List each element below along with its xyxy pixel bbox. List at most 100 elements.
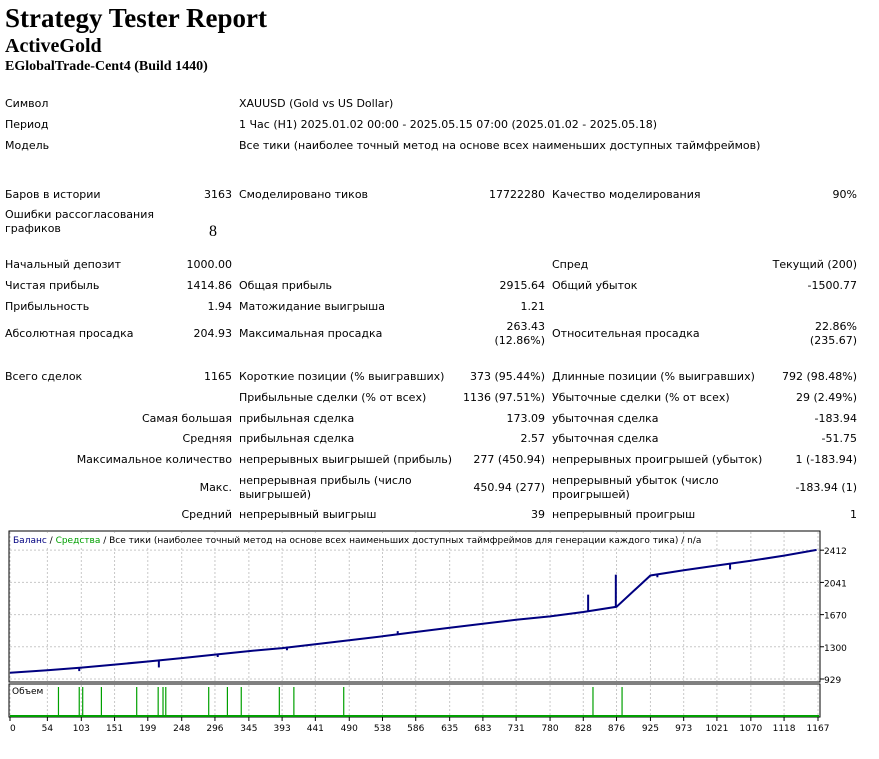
y-tick-label: 1670 — [824, 612, 847, 622]
loss-trades-value: 29 (2.49%) — [795, 391, 857, 404]
spread-label: Спред — [552, 258, 589, 271]
gross-profit-value: 2915.64 — [499, 279, 546, 292]
relative-drawdown-label: Относительная просадка — [552, 327, 700, 340]
total-trades-label: Всего сделок — [5, 370, 83, 383]
average-consecutive-losses-label: непрерывный проигрыш — [552, 508, 696, 521]
y-tick-label: 1300 — [824, 644, 847, 654]
x-tick-label: 0 — [10, 724, 16, 734]
absolute-drawdown-label: Абсолютная просадка — [5, 327, 134, 340]
x-tick-label: 586 — [407, 724, 424, 734]
balance-line — [9, 548, 817, 674]
symbol-value: XAUUSD (Gold vs US Dollar) — [239, 97, 394, 110]
period-label: Период — [5, 118, 49, 131]
gross-profit-label: Общая прибыль — [239, 279, 332, 292]
balance-chart-frame — [8, 530, 821, 683]
x-tick-label: 731 — [508, 724, 525, 734]
profit-factor-value: 1.94 — [207, 300, 233, 313]
consecutive-profit-label: непрерывная прибыль (число выигрышей) — [239, 474, 412, 501]
average-consecutive-wins-value: 39 — [531, 508, 545, 521]
errors-label: Ошибки рассогласования графиков — [5, 208, 155, 235]
errors-value: 8 — [209, 223, 217, 240]
average-label: Средняя — [182, 432, 232, 445]
legend-separator: / — [47, 536, 56, 546]
ticks-value: 17722280 — [489, 188, 545, 201]
profit-factor-label: Прибыльность — [5, 300, 90, 313]
x-tick-label: 54 — [42, 724, 54, 734]
relative-drawdown-value: 22.86% — [815, 320, 857, 333]
average-consecutive-wins-label: непрерывный выигрыш — [239, 508, 377, 521]
x-tick-label: 441 — [307, 724, 324, 734]
quality-value: 90% — [832, 188, 857, 201]
consecutive-loss-value: -183.94 (1) — [795, 481, 857, 494]
bars-value: 3163 — [204, 188, 232, 201]
x-tick-label: 393 — [274, 724, 291, 734]
consecutive-wins-value: 277 (450.94) — [473, 453, 545, 466]
short-positions-value: 373 (95.44%) — [469, 370, 545, 383]
legend-equity: Средства — [56, 536, 101, 546]
chart-legend: Баланс / Средства / Все тики (наиболее т… — [13, 536, 701, 546]
consecutive-loss-label: непрерывный убыток (число проигрышей) — [552, 474, 719, 501]
y-tick-label: 2412 — [824, 547, 847, 557]
model-value: Все тики (наиболее точный метод на основ… — [239, 139, 761, 152]
x-tick-label: 538 — [374, 724, 391, 734]
legend-description: / Все тики (наиболее точный метод на осн… — [100, 536, 701, 546]
ticks-label: Смоделировано тиков — [239, 188, 369, 201]
expectancy-value: 1.21 — [520, 300, 546, 313]
average-loss-value: -51.75 — [821, 432, 857, 445]
x-tick-label: 925 — [642, 724, 659, 734]
bars-label: Баров в истории — [5, 188, 101, 201]
maximal-label: Макс. — [199, 481, 232, 494]
symbol-label: Символ — [5, 97, 49, 110]
average-profit-value: 2.57 — [520, 432, 546, 445]
spread-value: Текущий (200) — [772, 258, 857, 271]
gross-loss-value: -1500.77 — [807, 279, 857, 292]
relative-drawdown-amount: (235.67) — [809, 334, 857, 347]
y-tick-label: 929 — [824, 676, 841, 686]
x-tick-label: 248 — [173, 724, 190, 734]
x-tick-label: 1021 — [705, 724, 728, 734]
volume-label: Объем — [12, 687, 43, 697]
x-tick-label: 151 — [106, 724, 123, 734]
volume-chart-frame — [8, 683, 821, 718]
x-tick-label: 780 — [541, 724, 558, 734]
x-tick-label: 490 — [341, 724, 358, 734]
quality-label: Качество моделирования — [552, 188, 701, 201]
expert-name: ActiveGold — [5, 35, 102, 57]
x-tick-label: 635 — [441, 724, 458, 734]
average-consecutive-losses-value: 1 — [850, 508, 857, 521]
model-label: Модель — [5, 139, 50, 152]
profit-trades-label: Прибыльные сделки (% от всех) — [239, 391, 427, 404]
largest-loss-label: убыточная сделка — [552, 412, 659, 425]
profit-trades-value: 1136 (97.51%) — [462, 391, 545, 404]
x-tick-label: 1118 — [773, 724, 796, 734]
maximal-drawdown-percent: (12.86%) — [494, 334, 545, 347]
maximal-drawdown-label: Максимальная просадка — [239, 327, 383, 340]
consecutive-losses-value: 1 (-183.94) — [795, 453, 857, 466]
x-tick-label: 828 — [575, 724, 592, 734]
largest-profit-label: прибыльная сделка — [239, 412, 355, 425]
x-tick-label: 1167 — [807, 724, 830, 734]
report-title: Strategy Tester Report — [5, 3, 267, 33]
x-tick-label: 199 — [139, 724, 156, 734]
period-value: 1 Час (H1) 2025.01.02 00:00 - 2025.05.15… — [239, 118, 657, 131]
largest-label: Самая большая — [141, 412, 232, 425]
x-tick-label: 876 — [608, 724, 625, 734]
net-profit-value: 1414.86 — [186, 279, 233, 292]
x-tick-label: 103 — [73, 724, 90, 734]
average-profit-label: прибыльная сделка — [239, 432, 355, 445]
gross-loss-label: Общий убыток — [552, 279, 638, 292]
x-tick-label: 345 — [240, 724, 257, 734]
y-tick-label: 2041 — [824, 579, 847, 589]
net-profit-label: Чистая прибыль — [5, 279, 100, 292]
consecutive-wins-label: непрерывных выигрышей (прибыль) — [239, 453, 453, 466]
legend-background — [11, 533, 673, 546]
long-positions-value: 792 (98.48%) — [781, 370, 857, 383]
average-consecutive-label: Средний — [181, 508, 232, 521]
short-positions-label: Короткие позиции (% выигравших) — [239, 370, 445, 383]
total-trades-value: 1165 — [204, 370, 232, 383]
deposit-value: 1000.00 — [186, 258, 233, 271]
server-build: EGlobalTrade-Cent4 (Build 1440) — [5, 59, 208, 74]
deposit-label: Начальный депозит — [5, 258, 121, 271]
maximum-count-label: Максимальное количество — [76, 453, 232, 466]
